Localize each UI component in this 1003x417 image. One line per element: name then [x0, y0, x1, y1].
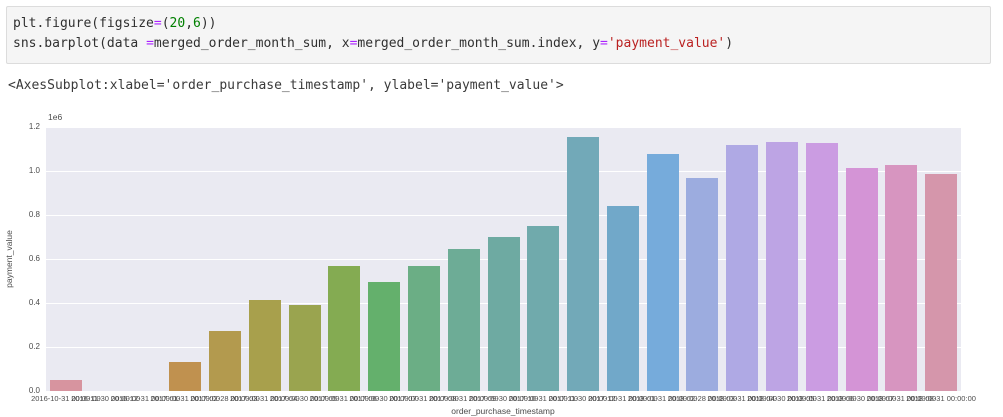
x-tick-label: 2016-11-30 00:00:00: [71, 394, 141, 403]
y-tick-label: 0.6: [28, 254, 40, 263]
bar: [209, 331, 242, 391]
x-tick-label: 2016-10-31 00:00:00: [31, 394, 101, 403]
y-tick-label: 0.4: [28, 298, 40, 307]
x-tick-label: 2018-07-31 00:00:00: [866, 394, 937, 403]
x-tick-label: 2017-07-31 00:00:00: [389, 394, 459, 403]
code-token: =: [600, 36, 608, 51]
bar: [606, 206, 639, 391]
code-token: 'payment_value': [607, 36, 726, 51]
x-tick-label: 2017-06-30 00:00:00: [349, 394, 419, 403]
bar: [527, 226, 560, 391]
code-token: =: [349, 36, 358, 51]
bar: [49, 380, 82, 391]
x-tick-label: 2018-08-31 00:00:00: [906, 394, 976, 403]
y-tick-label: 0.0: [28, 386, 40, 395]
code-line: plt.figure(figsize=(20,6)): [13, 14, 990, 34]
y-tick-label: 0.2: [28, 342, 40, 351]
x-tick-label: 2018-06-30 00:00:00: [826, 394, 897, 403]
cell-output-text: <AxesSubplot:xlabel='order_purchase_time…: [8, 78, 564, 93]
x-tick-label: 2017-05-31 00:00:00: [309, 394, 380, 403]
bar-chart-figure: 1e6 payment_value 0.0 0.2 0.4 0.6 0.8 1.0 1.2 …: [0, 104, 1003, 417]
code-token: =: [146, 36, 154, 51]
bar: [288, 304, 321, 391]
x-tick-label: 2017-09-30 00:00:00: [468, 394, 539, 403]
x-tick-label: 2017-01-31 00:00:00: [150, 394, 221, 403]
y-tick-label: 1.2: [28, 122, 40, 131]
bar: [169, 362, 202, 391]
x-tick-label: 2017-08-31 00:00:00: [428, 394, 499, 403]
plot-area: [46, 127, 961, 391]
x-tick-label: 2016-12-31 00:00:00: [110, 394, 181, 403]
code-cell[interactable]: plt.figure(figsize=(20,6)) sns.barplot(da…: [6, 6, 991, 64]
x-tick-label: 2017-11-30 00:00:00: [548, 394, 618, 403]
code-token: sns.barplot(data: [13, 36, 147, 51]
code-token: )): [200, 16, 217, 31]
x-axis-label: order_purchase_timestamp: [451, 406, 555, 416]
code-token: =: [153, 16, 162, 31]
x-tick-label: 2018-03-31 00:00:00: [707, 394, 778, 403]
bar: [686, 178, 719, 391]
code-token: 20: [169, 16, 186, 31]
y-axis-offset-label: 1e6: [48, 112, 63, 122]
bar: [765, 142, 798, 391]
code-token: plt.figure(figsize: [13, 16, 154, 31]
x-tick-label: 2017-02-28 00:00:00: [190, 394, 260, 403]
code-line: sns.barplot(data =merged_order_month_sum…: [13, 34, 990, 54]
x-tick-label: 2017-03-31 00:00:00: [229, 394, 300, 403]
x-tick-label: 2018-01-31 00:00:00: [627, 394, 698, 403]
gridline: [46, 215, 961, 216]
bar: [885, 164, 918, 391]
bar: [328, 266, 361, 391]
x-tick-label: 2018-04-30 00:00:00: [747, 394, 817, 403]
bar: [368, 282, 401, 391]
x-tick-label: 2017-12-31 00:00:00: [588, 394, 658, 403]
bar: [646, 153, 679, 391]
bar: [805, 143, 838, 391]
y-tick-label: 1.0: [28, 166, 40, 175]
y-tick-label: 0.8: [28, 210, 40, 219]
bar: [567, 137, 600, 391]
code-token: 6: [193, 16, 201, 31]
bar: [845, 168, 878, 391]
bar: [487, 237, 520, 391]
bar: [447, 248, 480, 391]
gridline: [46, 171, 961, 172]
x-tick-label: 2017-10-31 00:00:00: [508, 394, 579, 403]
code-token: (: [161, 16, 170, 31]
bar: [407, 265, 440, 391]
code-token: ): [725, 36, 734, 51]
code-token: merged_order_month_sum.index, y: [357, 36, 601, 51]
code-token: merged_order_month_sum, x: [153, 36, 350, 51]
x-tick-label: 2017-04-30 00:00:00: [269, 394, 340, 403]
x-tick-label: 2018-05-31 00:00:00: [786, 394, 857, 403]
bar: [726, 144, 759, 391]
code-token: ,: [185, 16, 194, 31]
bar: [925, 173, 958, 391]
x-tick-label: 2018-02-28 00:00:00: [667, 394, 738, 403]
gridline: [46, 127, 961, 128]
bar: [248, 299, 281, 391]
